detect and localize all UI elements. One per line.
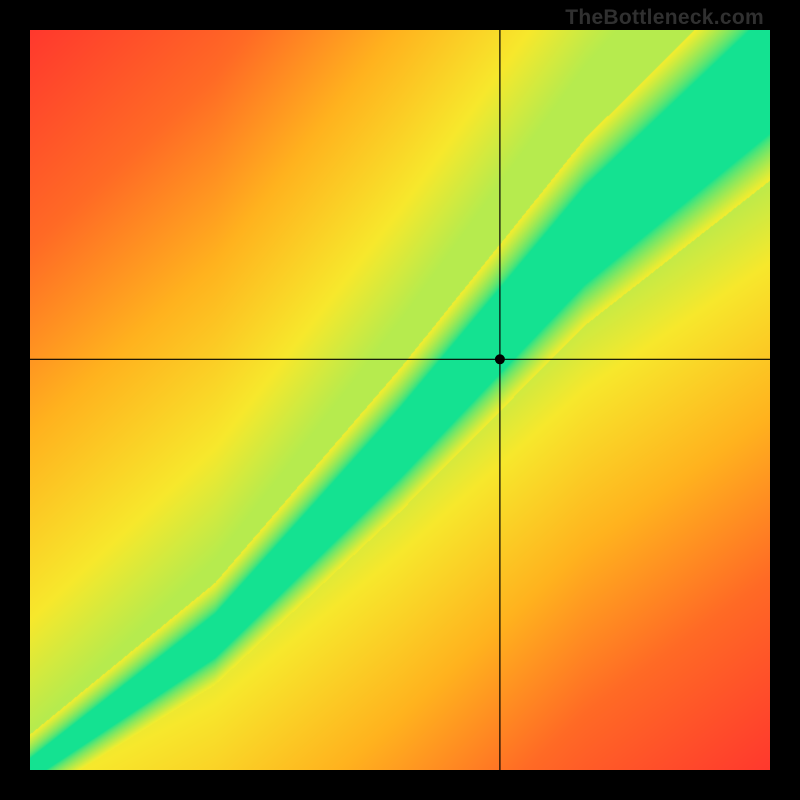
crosshair-overlay bbox=[30, 30, 770, 770]
bottleneck-heatmap bbox=[30, 30, 770, 770]
crosshair-marker bbox=[495, 354, 505, 364]
watermark-text: TheBottleneck.com bbox=[565, 6, 764, 30]
